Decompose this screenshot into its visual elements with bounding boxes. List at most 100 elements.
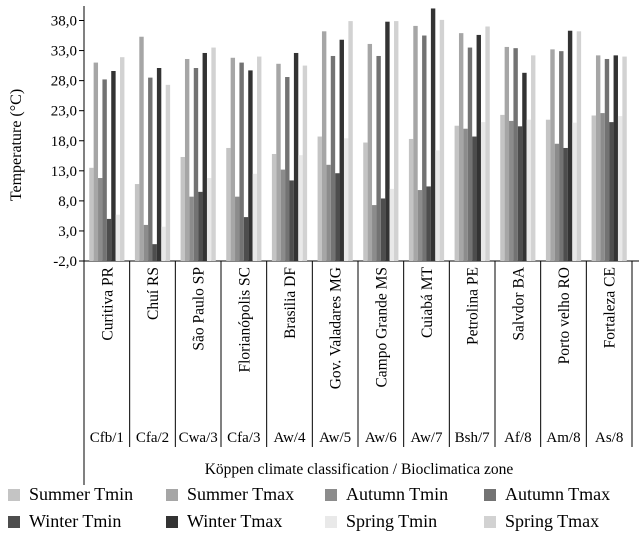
legend-label: Spring Tmax <box>505 511 599 531</box>
bar <box>331 56 335 261</box>
bar <box>522 73 526 261</box>
bar <box>207 178 211 261</box>
category-label: Campo Grande MS <box>373 267 390 388</box>
zone-label: Am/8 <box>546 430 580 446</box>
bar <box>385 22 389 261</box>
legend-swatch <box>484 489 496 501</box>
bar <box>285 77 289 261</box>
bar <box>527 120 531 261</box>
bar <box>340 40 344 261</box>
bar <box>472 137 476 261</box>
category-label: São Paulo SP <box>191 267 208 351</box>
bar <box>303 66 307 261</box>
bar <box>144 225 148 261</box>
bar <box>194 68 198 261</box>
bar <box>94 63 98 261</box>
bar <box>161 227 165 261</box>
category-table: Curitiva PRCfb/1Chuí RSCfa/2São Paulo SP… <box>84 261 632 485</box>
legend-swatch <box>8 516 20 528</box>
bar <box>181 157 185 261</box>
y-tick-label: -2,0 <box>53 254 77 270</box>
category-label: Fortaleza CE <box>602 267 619 348</box>
zone-label: Af/8 <box>504 430 532 446</box>
bar <box>505 47 509 261</box>
bar <box>568 31 572 261</box>
bar <box>431 8 435 261</box>
bar <box>253 174 257 261</box>
legend-label: Winter Tmax <box>187 511 282 531</box>
zone-label: As/8 <box>595 430 623 446</box>
bar <box>531 55 535 261</box>
category-label: Salvdor BA <box>510 266 527 340</box>
bar <box>485 27 489 261</box>
legend-swatch <box>8 489 20 501</box>
category-label: Porto velho RO <box>556 267 573 364</box>
bar <box>618 116 622 261</box>
bar <box>322 31 326 261</box>
bar <box>111 71 115 261</box>
bar <box>592 116 596 262</box>
legend-swatch <box>166 489 178 501</box>
bar <box>513 48 517 261</box>
bar <box>614 55 618 261</box>
bar <box>564 148 568 261</box>
bar <box>189 197 193 261</box>
bar <box>572 123 576 261</box>
bar <box>116 215 120 261</box>
bar <box>294 53 298 261</box>
bar <box>418 190 422 261</box>
bar <box>555 144 559 261</box>
bar <box>298 155 302 261</box>
category-label: Cuiabá MT <box>419 266 436 338</box>
bar <box>166 85 170 261</box>
bar <box>157 68 161 261</box>
legend-label: Spring Tmin <box>346 511 437 531</box>
bar <box>376 56 380 261</box>
bar <box>272 154 276 261</box>
category-label: Brasilia DF <box>282 267 299 339</box>
legend-swatch <box>325 516 337 528</box>
category-label: Florianópolis SC <box>236 267 253 373</box>
bar <box>363 143 367 261</box>
legend-label: Summer Tmax <box>187 484 294 504</box>
zone-label: Cfa/3 <box>227 430 260 446</box>
bar <box>413 26 417 261</box>
category-label: Petrolina PE <box>465 267 482 345</box>
legend: Summer Tmin Summer Tmax Autumn Tmin Autumn … <box>8 484 610 531</box>
zone-label: Aw/5 <box>319 430 351 446</box>
bar <box>102 79 106 261</box>
bar <box>609 122 613 261</box>
bar <box>518 126 522 261</box>
category-label: Chuí RS <box>145 267 162 320</box>
bar <box>422 36 426 261</box>
x-axis-label: Köppen climate classification / Bioclima… <box>205 461 514 478</box>
legend-swatch <box>484 516 496 528</box>
bar <box>257 57 261 261</box>
y-tick-label: 28,0 <box>51 74 77 90</box>
bar <box>605 59 609 261</box>
zone-label: Cfa/2 <box>136 430 169 446</box>
bar <box>203 53 207 261</box>
bar <box>244 217 248 261</box>
bar <box>559 51 563 261</box>
bar <box>290 180 294 261</box>
zone-label: Cfb/1 <box>90 430 124 446</box>
bar <box>500 115 504 261</box>
bar <box>211 48 215 261</box>
bar <box>281 170 285 261</box>
bar <box>509 121 513 261</box>
y-tick-label: 8,0 <box>58 194 77 210</box>
legend-swatch <box>166 516 178 528</box>
bar <box>348 21 352 261</box>
bar <box>226 148 230 261</box>
y-tick-label: 33,0 <box>51 44 77 60</box>
bar <box>600 113 604 261</box>
zone-label: Cwa/3 <box>179 430 218 446</box>
bar <box>98 178 102 261</box>
bar <box>248 70 252 261</box>
bar <box>596 55 600 261</box>
bar <box>239 63 243 261</box>
bar <box>622 57 626 261</box>
bar <box>276 64 280 261</box>
